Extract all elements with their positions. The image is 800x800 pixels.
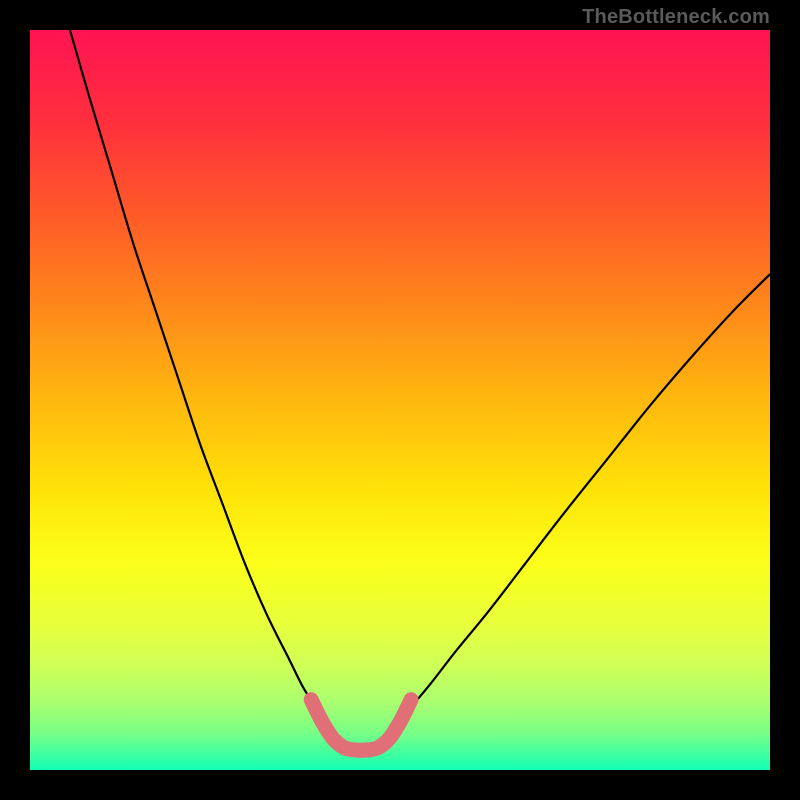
chart-container: TheBottleneck.com	[0, 0, 800, 800]
pink-u-marker	[311, 700, 411, 751]
plot-area	[30, 30, 770, 770]
curve-left	[70, 30, 330, 726]
curve-right	[393, 274, 770, 725]
watermark-text: TheBottleneck.com	[582, 6, 770, 29]
curve-layer	[30, 30, 770, 770]
